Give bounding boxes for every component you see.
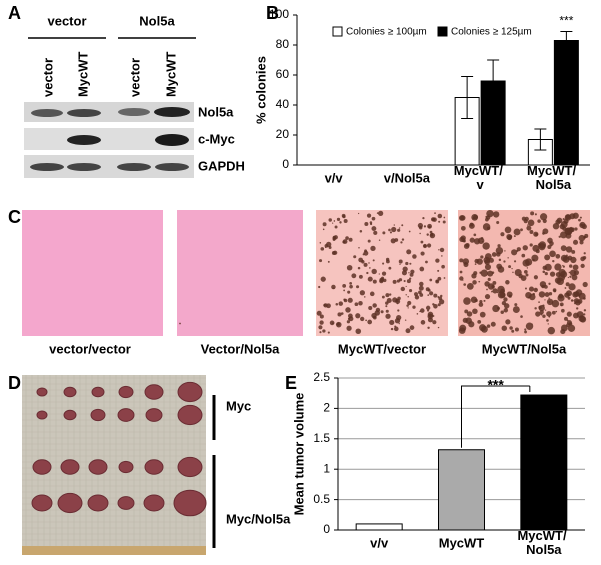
y-tick-label: 2.5 [313, 370, 330, 384]
x-tick-label: v/v [370, 535, 389, 550]
y-axis-title: Mean tumor volume [291, 393, 306, 516]
error-bar [560, 31, 573, 50]
group-label: Myc [226, 398, 251, 413]
group-label: Nol5a [139, 13, 175, 28]
panel-label: B [266, 3, 279, 23]
image-caption: Vector/Nol5a [201, 341, 281, 356]
y-tick-label: 60 [276, 67, 290, 81]
row-label: Nol5a [198, 104, 234, 119]
lane-label: vector [127, 58, 142, 97]
y-tick-label: 100 [269, 7, 289, 21]
bar [438, 449, 485, 531]
x-tick-label: MycWT/ v [454, 163, 507, 192]
bar [520, 394, 568, 531]
significance-bracket [461, 385, 531, 448]
y-tick-label: 2 [323, 401, 330, 415]
y-tick-label: 0 [282, 157, 289, 171]
blot [24, 102, 194, 178]
error-bar [461, 76, 474, 119]
error-bar [534, 128, 547, 151]
lane-label: vector [40, 58, 55, 97]
x-tick-label: MycWT [439, 535, 485, 550]
x-tick-label: MycWT/ Nol5a [527, 163, 580, 192]
x-tick-label: v/Nol5a [384, 170, 431, 185]
row-label: c-Myc [198, 131, 235, 146]
panel-label: C [8, 207, 21, 227]
y-tick-label: 0.5 [313, 492, 330, 506]
image-caption: vector/vector [49, 341, 131, 356]
panel-label: A [8, 3, 21, 23]
y-tick-label: 1 [323, 461, 330, 475]
lane-label: MycWT [75, 51, 90, 97]
y-tick-label: 1.5 [313, 431, 330, 445]
image-caption: MycWT/vector [338, 341, 426, 356]
legend-swatch [437, 26, 448, 37]
bar [355, 523, 403, 531]
y-tick-label: 20 [276, 127, 290, 141]
y-tick-label: 0 [323, 522, 330, 536]
bar [553, 40, 579, 166]
legend-label: Colonies ≥ 100µm [346, 27, 427, 38]
legend-swatch [332, 26, 343, 37]
panel-label: D [8, 373, 21, 393]
lane-label: MycWT [163, 51, 178, 97]
annotation: *** [559, 14, 573, 28]
x-tick-label: v/v [325, 170, 344, 185]
legend-label: Colonies ≥ 125µm [451, 27, 532, 38]
row-label: GAPDH [198, 158, 245, 173]
panel-label: E [285, 373, 297, 393]
y-tick-label: 80 [276, 37, 290, 51]
group-label: Myc/Nol5a [226, 511, 291, 526]
plate-images [22, 209, 590, 336]
error-bar [487, 59, 500, 103]
y-tick-label: 40 [276, 97, 290, 111]
y-axis-title: % colonies [253, 56, 268, 124]
image-caption: MycWT/Nol5a [482, 341, 567, 356]
x-tick-label: MycWT/ Nol5a [517, 528, 570, 557]
group-label: vector [47, 13, 86, 28]
tumor-photo [22, 375, 207, 555]
annotation: *** [487, 377, 504, 393]
